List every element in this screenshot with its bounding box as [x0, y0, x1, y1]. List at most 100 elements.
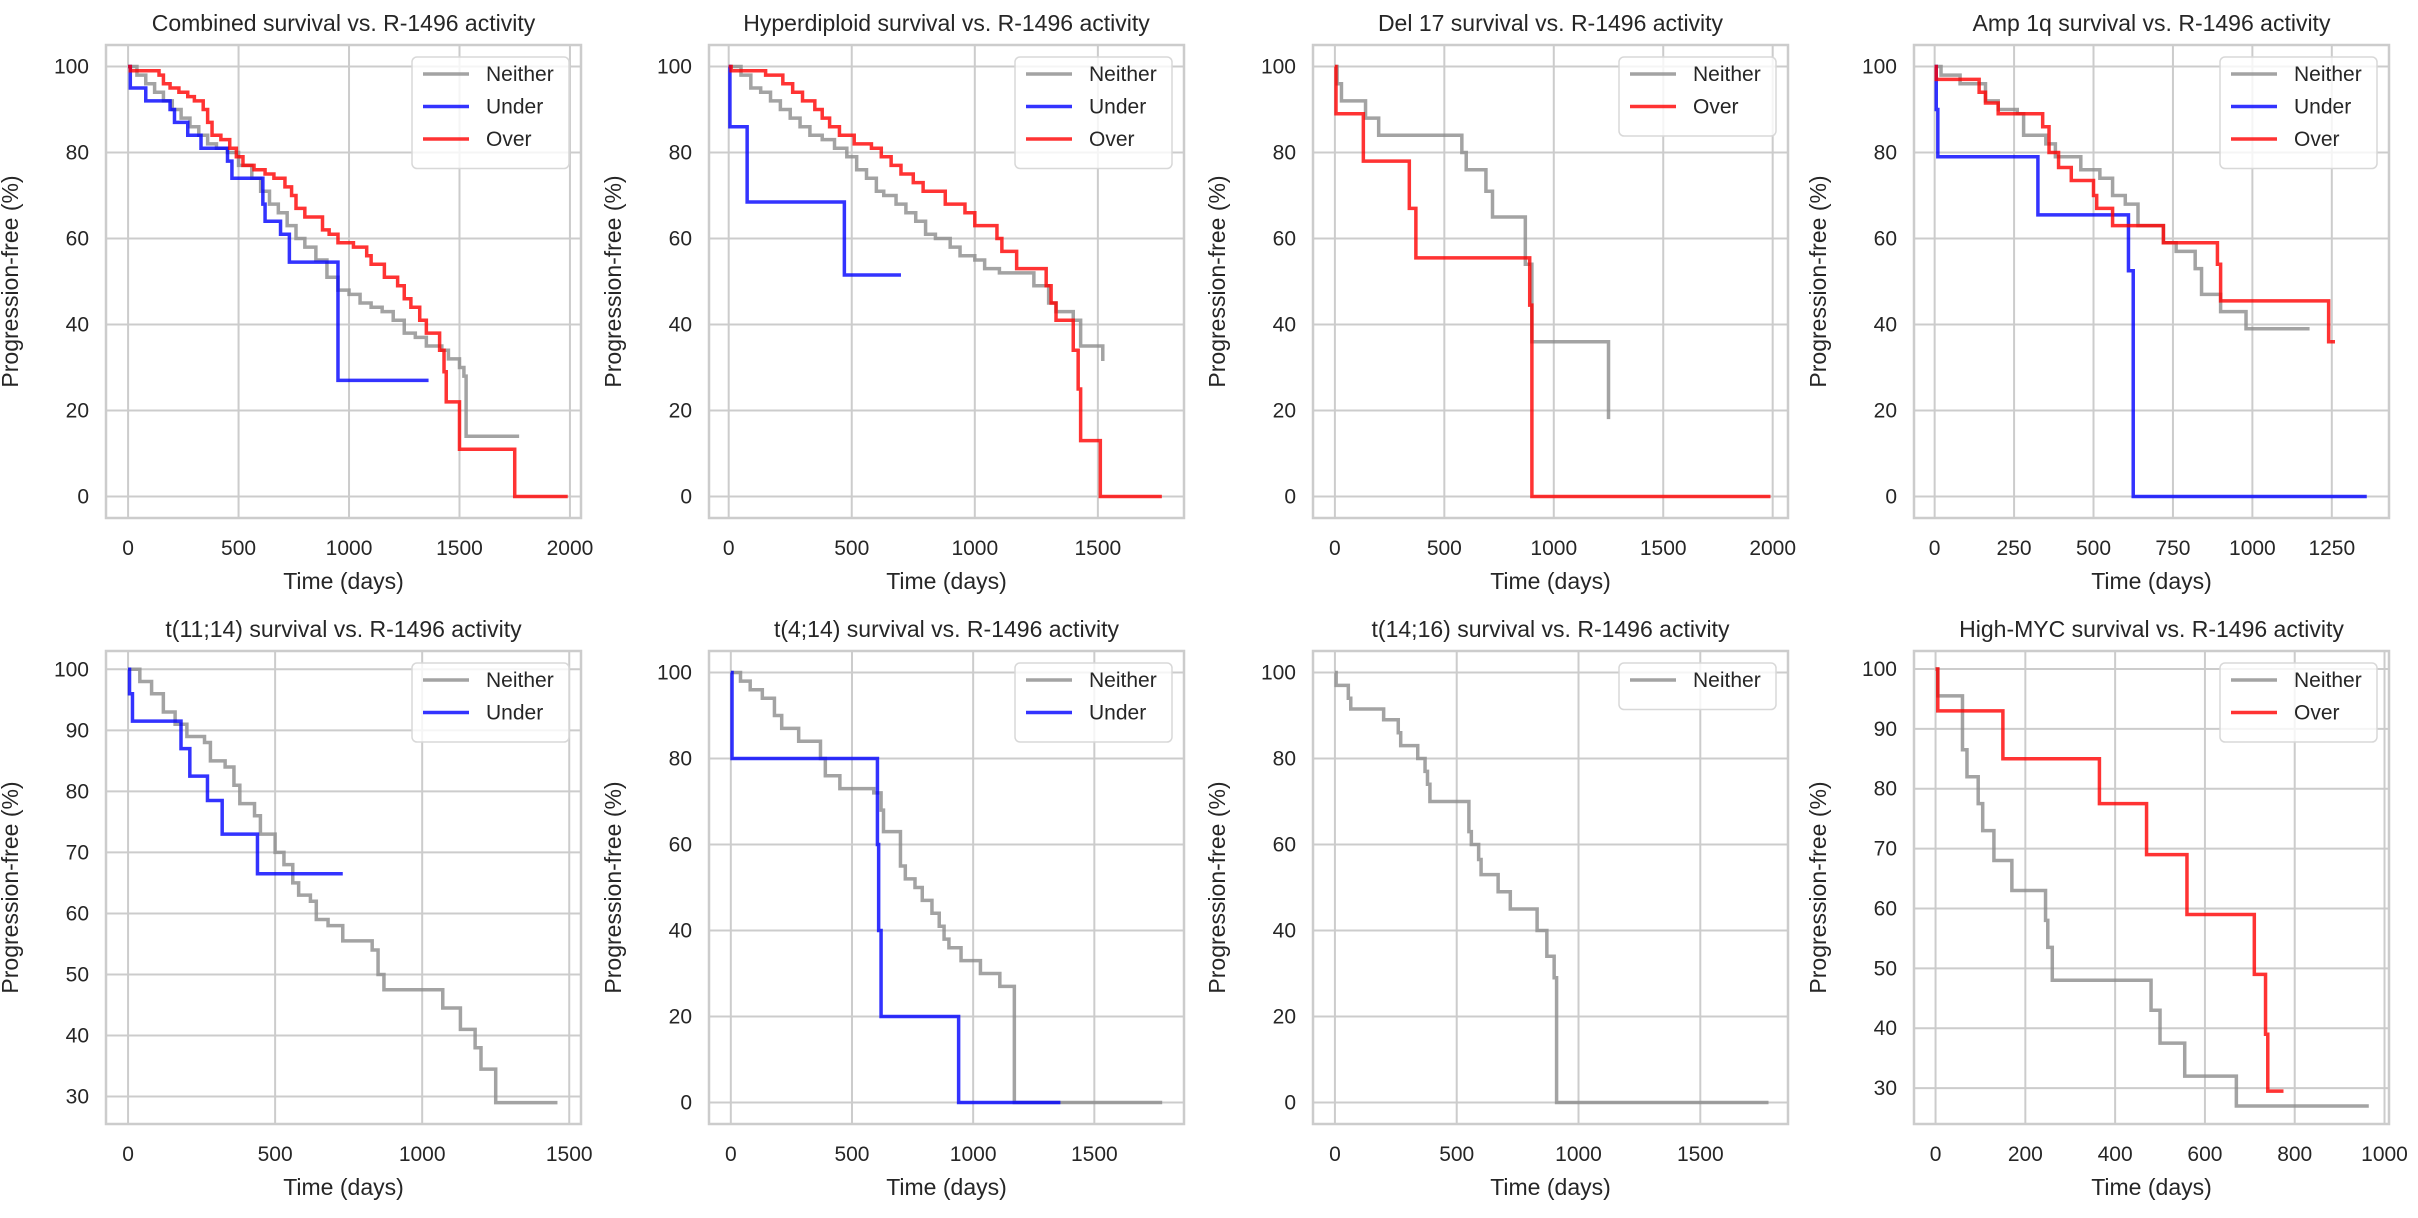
legend-label-under: Under — [486, 702, 543, 725]
x-tick-label: 1000 — [2229, 537, 2276, 560]
y-tick-label: 60 — [66, 902, 89, 925]
plot-area — [1313, 651, 1788, 1124]
series-line-neither — [128, 667, 558, 1105]
legend: Neither Under Over — [1014, 56, 1173, 170]
x-tick-label: 600 — [2187, 1143, 2222, 1166]
chart-panel-4: 0 250 500 750 1000 1250 0 20 40 60 80 100 Amp 1q sur… — [1805, 10, 2391, 594]
x-tick-label: 1500 — [1075, 537, 1122, 560]
x-tick-label: 1000 — [399, 1143, 446, 1166]
x-tick-label: 0 — [1329, 537, 1341, 560]
series-line-under — [1934, 64, 2367, 499]
x-tick-label: 500 — [834, 537, 869, 560]
x-tick-label: 1500 — [546, 1143, 593, 1166]
series-group — [1935, 667, 2369, 1108]
x-tick-label: 500 — [258, 1143, 293, 1166]
series-line-under — [730, 670, 1061, 1105]
x-tick-label: 500 — [221, 537, 256, 560]
x-axis-label: Time (days) — [2091, 568, 2212, 594]
x-axis-label: Time (days) — [886, 1174, 1007, 1200]
gridlines — [1914, 651, 2389, 1124]
y-tick-label: 0 — [680, 486, 692, 509]
legend-label-under: Under — [1089, 96, 1146, 119]
x-axis-label: Time (days) — [2091, 1174, 2212, 1200]
legend: Neither Under Over — [411, 56, 570, 170]
legend-label-neither: Neither — [486, 669, 554, 692]
axes-frame — [104, 649, 583, 1126]
y-axis-label: Progression-free (%) — [1805, 175, 1831, 387]
y-tick-label: 100 — [54, 56, 89, 79]
y-tick-label: 90 — [66, 719, 89, 742]
y-tick-label: 20 — [1273, 400, 1296, 423]
x-tick-label: 0 — [1930, 1143, 1942, 1166]
y-tick-label: 0 — [1284, 1092, 1296, 1115]
legend-label-neither: Neither — [486, 63, 554, 86]
y-tick-label: 40 — [1874, 314, 1897, 337]
legend: Neither Under — [411, 662, 570, 743]
x-tick-label: 1500 — [1677, 1143, 1724, 1166]
y-tick-label: 60 — [66, 228, 89, 251]
x-tick-label: 2000 — [547, 537, 594, 560]
x-tick-label: 1500 — [1071, 1143, 1118, 1166]
x-tick-label: 1500 — [436, 537, 483, 560]
legend-box — [1618, 662, 1777, 711]
chart-panel-3: 0 500 1000 1500 2000 0 20 40 60 80 100 Del 17 survi… — [1204, 10, 1796, 594]
series-line-neither — [1334, 64, 1611, 420]
x-tick-label: 1000 — [326, 537, 373, 560]
legend-label-neither: Neither — [2294, 63, 2362, 86]
x-tick-label: 0 — [122, 537, 134, 560]
legend-label-neither: Neither — [1693, 669, 1761, 692]
x-axis-label: Time (days) — [886, 568, 1007, 594]
x-tick-label: 200 — [2008, 1143, 2043, 1166]
y-tick-label: 70 — [66, 841, 89, 864]
series-line-over — [728, 64, 1162, 499]
y-tick-label: 60 — [1273, 228, 1296, 251]
y-tick-label: 100 — [1862, 56, 1897, 79]
series-line-neither — [128, 64, 520, 439]
series-line-under — [127, 667, 343, 876]
chart-title: t(4;14) survival vs. R-1496 activity — [774, 616, 1120, 642]
y-axis-label: Progression-free (%) — [0, 175, 23, 387]
legend-label-under: Under — [486, 96, 543, 119]
y-axis-label: Progression-free (%) — [0, 781, 23, 993]
chart-panel-1: 0 500 1000 1500 2000 0 20 40 60 80 100 Combined sur… — [0, 10, 593, 594]
series-line-over — [128, 64, 568, 499]
x-tick-label: 800 — [2277, 1143, 2312, 1166]
y-tick-label: 80 — [1273, 142, 1296, 165]
legend-box — [1014, 662, 1173, 743]
y-tick-label: 40 — [1874, 1017, 1897, 1040]
series-line-neither — [1334, 670, 1769, 1105]
y-tick-label: 80 — [1273, 748, 1296, 771]
y-tick-label: 40 — [669, 314, 692, 337]
y-axis-label: Progression-free (%) — [1805, 781, 1831, 993]
y-tick-label: 0 — [1284, 486, 1296, 509]
y-tick-label: 70 — [1874, 838, 1897, 861]
y-tick-label: 100 — [657, 56, 692, 79]
x-tick-label: 0 — [1329, 1143, 1341, 1166]
y-axis-label: Progression-free (%) — [1204, 175, 1230, 387]
series-line-neither — [730, 670, 1163, 1105]
legend-label-under: Under — [2294, 96, 2351, 119]
x-axis-label: Time (days) — [1490, 1174, 1611, 1200]
series-group — [1934, 64, 2367, 499]
x-tick-label: 500 — [1427, 537, 1462, 560]
chart-title: High-MYC survival vs. R-1496 activity — [1959, 616, 2344, 642]
series-group — [1334, 670, 1769, 1105]
legend: Neither Under Over — [2219, 56, 2378, 170]
axes-frame — [1912, 43, 2391, 520]
x-tick-label: 500 — [834, 1143, 869, 1166]
x-tick-label: 1250 — [2308, 537, 2355, 560]
y-tick-label: 60 — [1874, 897, 1897, 920]
legend-box — [1618, 56, 1777, 137]
y-tick-label: 20 — [1273, 1006, 1296, 1029]
y-tick-label: 20 — [669, 1006, 692, 1029]
chart-panel-8: 0 200 400 600 800 1000 30 40 50 60 70 80 90 100 High-M… — [1805, 616, 2408, 1200]
legend-label-neither: Neither — [1089, 669, 1157, 692]
x-axis-label: Time (days) — [283, 1174, 404, 1200]
chart-title: t(14;16) survival vs. R-1496 activity — [1372, 616, 1730, 642]
axes-frame — [104, 43, 583, 520]
y-tick-label: 60 — [1874, 228, 1897, 251]
y-tick-label: 0 — [1885, 486, 1897, 509]
y-tick-label: 60 — [1273, 834, 1296, 857]
y-tick-label: 40 — [66, 1025, 89, 1048]
